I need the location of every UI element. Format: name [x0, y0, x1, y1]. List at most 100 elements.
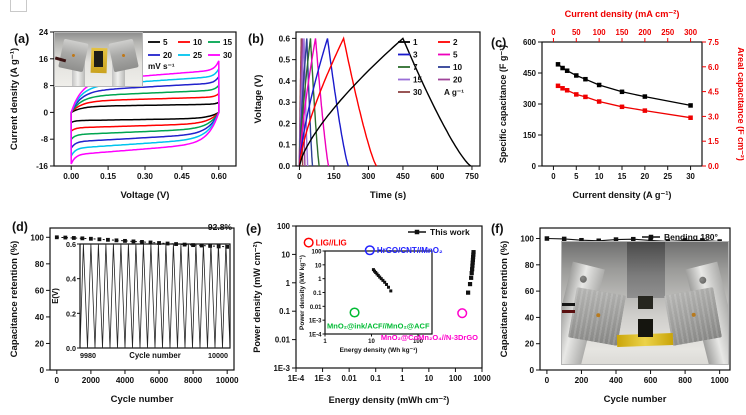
- x-axis-title: Current density (A g⁻¹): [573, 190, 672, 200]
- reference-point-circle: [364, 245, 375, 256]
- x-tick-label: 600: [431, 172, 445, 181]
- data-point-marker: [199, 243, 204, 248]
- series-line: [70, 83, 220, 142]
- inset-y-tick-label: 1E-4: [309, 333, 322, 339]
- right-tick-label: 4.5: [708, 88, 720, 97]
- top-tick-label: 0: [551, 28, 556, 37]
- data-point-marker: [648, 238, 653, 243]
- data-point-marker: [208, 244, 213, 248]
- reference-label: LIG//LIG: [316, 239, 347, 248]
- data-point-marker: [596, 238, 601, 244]
- right-tick-label: 0.0: [708, 162, 720, 171]
- data-point-marker: [583, 76, 588, 82]
- y-tick-label: 20: [35, 339, 45, 348]
- data-point-marker: [596, 82, 602, 88]
- y-tick-label: 0: [529, 366, 534, 375]
- data-point-marker: [467, 281, 473, 287]
- top-tick-label: 150: [615, 28, 629, 37]
- x-tick-label: 15: [618, 172, 627, 181]
- y-tick-label: 10: [281, 250, 290, 259]
- x-tick-label: 8000: [184, 376, 203, 385]
- x-tick-label: 1E-4: [288, 374, 305, 383]
- x-tick-label: 30: [686, 172, 695, 181]
- y-tick-label: 16: [39, 55, 49, 64]
- data-point-marker: [583, 94, 588, 100]
- gcd-chart: 0 150 300 450 600 750 0.0 0.1 0.2 0.3 0.4 0.5 0.6 1 2 3…: [253, 31, 481, 201]
- bending-chart: 0 200 400 600 800 1000 0 20 40 60 80 100 Bending 180…: [499, 227, 731, 405]
- y-tick-label: 0.5: [279, 56, 291, 65]
- series-line: [298, 36, 378, 167]
- y-axis-title: Capacitance retention (%): [499, 241, 510, 358]
- data-point-marker: [561, 236, 567, 242]
- inset-x-tick-label: 100: [413, 339, 424, 345]
- y-tick-label: 0.6: [279, 34, 291, 43]
- data-point-marker: [700, 238, 705, 243]
- y-tick-label: 80: [525, 261, 535, 270]
- x-tick-label: 10000: [216, 376, 239, 385]
- x-tick-label: 1000: [473, 374, 491, 383]
- data-point-marker: [555, 62, 561, 67]
- y-axis-title: Current density (A g⁻¹): [9, 48, 20, 150]
- y-tick-label: 600: [523, 38, 537, 47]
- legend-label: 5: [453, 51, 458, 60]
- inset-y-tick-label: 100: [311, 250, 322, 256]
- cycling-chart: 0 2000 4000 6000 8000 10000 0 20 40 60 80 100 Cycle …: [9, 227, 239, 405]
- y-tick-label: 40: [525, 313, 535, 322]
- y-tick-label: 150: [523, 131, 537, 140]
- y-tick-label: 20: [525, 340, 535, 349]
- data-point-marker: [114, 238, 119, 243]
- data-point-marker: [71, 236, 76, 240]
- data-point-marker: [717, 239, 722, 244]
- data-point-marker: [106, 237, 110, 242]
- data-point-marker: [471, 255, 476, 260]
- data-point-marker: [131, 239, 136, 244]
- y-tick-label: 0.2: [279, 119, 291, 128]
- data-point-marker: [470, 263, 475, 268]
- legend-unit: mV s⁻¹: [148, 62, 175, 71]
- y-tick-label: 0.4: [279, 77, 291, 86]
- data-point-marker: [648, 234, 654, 240]
- x-axis-title: Cycle number: [111, 394, 174, 405]
- inset-x-tick-label: 10: [368, 339, 375, 345]
- plot-frame: [295, 225, 483, 369]
- y-tick-label: 0.0: [279, 162, 291, 171]
- legend-label: 30: [413, 88, 423, 97]
- data-point-marker: [378, 275, 382, 279]
- y-tick-label: 0.1: [279, 307, 291, 316]
- legend-label: Bending 180°: [664, 232, 719, 242]
- data-point-marker: [88, 236, 93, 241]
- panel-label-a: (a): [14, 32, 30, 46]
- reference-label: HrGO/CNT//MnO₂: [377, 246, 443, 255]
- reference-point-circle: [349, 307, 360, 318]
- x-tick-label: 400: [609, 376, 623, 385]
- legend-label: 15: [223, 38, 233, 47]
- top-tick-label: 300: [684, 28, 698, 37]
- data-point-marker: [97, 237, 102, 242]
- data-point-marker: [191, 243, 196, 248]
- x-tick-label: 1: [400, 374, 405, 383]
- reference-label: MnO₂@CoMn₂O₄//N-3DrGO: [381, 333, 478, 342]
- inset-y-tick-label: 10: [315, 263, 322, 269]
- data-point-marker: [80, 236, 85, 241]
- panel-c-rate-capability: (c) 0 5 10 15 20 25 30 0 150 300 450 600 0 50 100 150 20…: [491, 6, 744, 206]
- legend-label: 30: [223, 51, 233, 60]
- y-tick-label: 0: [43, 108, 48, 117]
- legend-label: 20: [163, 51, 173, 60]
- y-tick-label: 40: [35, 313, 45, 322]
- y-tick-label: 60: [35, 286, 45, 295]
- y-tick-label: 1E-3: [274, 364, 291, 373]
- top-tick-label: 200: [638, 28, 652, 37]
- panel-f-bending-stability: (f) 0 200 400 600 800 1000 0 20 40 60 80 100 Bending…: [491, 210, 744, 410]
- series-line: [298, 38, 330, 167]
- x-tick-label: 4000: [116, 376, 135, 385]
- retention-value-annotation: 92.8%: [207, 222, 232, 232]
- crop-mark-artifact: [10, 0, 27, 12]
- inset-y-tick-label: 0.01: [310, 305, 322, 311]
- legend-label: 10: [453, 63, 463, 72]
- series-line: [298, 37, 472, 167]
- legend-label: 2: [453, 38, 458, 47]
- x-tick-label: 0.1: [370, 374, 382, 383]
- y-tick-label: 100: [30, 233, 44, 242]
